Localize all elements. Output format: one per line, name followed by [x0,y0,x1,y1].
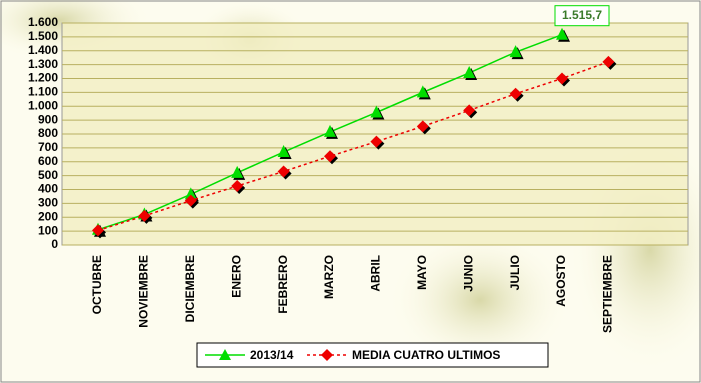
x-tick-label: JULIO [508,255,522,290]
y-tick-label: 1.300 [28,57,58,71]
data-point [416,85,429,98]
value-label-box [554,5,610,27]
y-tick-label: 500 [38,168,58,182]
data-point [231,180,244,193]
x-tick-label: DICIEMBRE [183,255,197,322]
y-tick-label: 900 [38,112,58,126]
legend-marker [321,349,333,361]
data-point [277,165,290,178]
y-tick-label: 1.400 [28,43,58,57]
x-tick-label: ABRIL [369,255,383,292]
y-tick-label: 400 [38,182,58,196]
y-tick-label: 1.000 [28,98,58,112]
y-tick-label: 1.200 [28,71,58,85]
data-point [277,145,290,158]
data-point [509,87,522,100]
x-tick-label: ENERO [229,255,243,298]
decoration [390,230,570,370]
y-tick-label: 800 [38,126,58,140]
y-tick-label: 300 [38,196,58,210]
y-tick-label: 1.500 [28,29,58,43]
legend-marker [219,349,231,360]
x-tick-label: FEBRERO [276,255,290,314]
data-point [416,120,429,133]
legend [196,342,549,368]
x-tick-label: MAYO [415,255,429,290]
y-tick-label: 700 [38,140,58,154]
data-point [370,135,383,148]
data-point [231,165,244,178]
y-tick-label: 600 [38,154,58,168]
data-point [556,27,568,40]
data-point [556,72,568,85]
x-tick-label: AGOSTO [554,255,568,307]
y-tick-label: 1.100 [28,85,58,99]
data-point [184,194,197,207]
data-point [602,55,615,68]
data-point [463,65,476,78]
y-tick-label: 100 [38,223,58,237]
data-point [370,105,383,118]
data-point [509,45,522,58]
data-point [324,124,336,137]
x-tick-label: OCTUBRE [90,255,104,314]
x-tick-label: JUNIO [461,255,475,292]
x-tick-label: NOVIEMBRE [137,255,151,328]
data-point [92,224,104,237]
x-tick-label: SEPTIEMBRE [601,255,615,333]
y-tick-label: 1.600 [28,15,58,29]
x-tick-label: MARZO [322,255,336,299]
data-point [184,187,197,200]
value-label: 1.515,7 [562,8,602,22]
y-tick-label: 200 [38,209,58,223]
data-point [324,150,336,163]
data-point [463,104,476,117]
legend-label: MEDIA CUATRO ULTIMOS [352,348,500,362]
legend-label: 2013/14 [250,348,294,362]
y-tick-label: 0 [51,237,58,251]
data-point [138,209,151,222]
